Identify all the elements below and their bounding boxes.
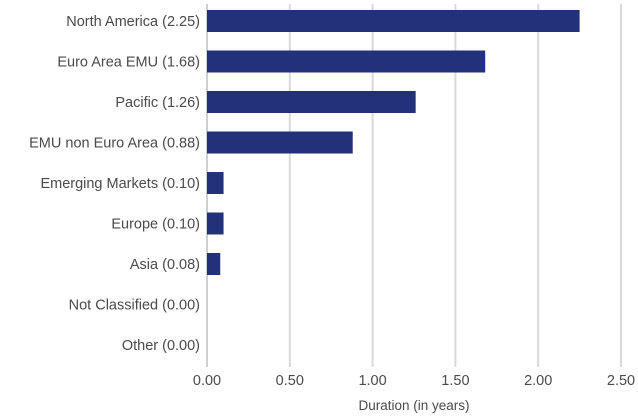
- bar-layer: [207, 10, 580, 275]
- category-label: Euro Area EMU (1.68): [57, 55, 200, 71]
- bar[interactable]: [207, 212, 224, 235]
- x-tick-label: 1.50: [441, 373, 469, 389]
- category-label-layer: North America (2.25) Euro Area EMU (1.68)…: [29, 14, 200, 354]
- category-label: Not Classified (0.00): [69, 298, 200, 314]
- category-label: EMU non Euro Area (0.88): [29, 136, 200, 152]
- bar[interactable]: [207, 91, 416, 113]
- x-tick-label: 1.00: [358, 373, 386, 389]
- x-tick-layer: 0.00 0.50 1.00 1.50 2.00 2.50: [193, 373, 635, 389]
- category-label: Pacific (1.26): [115, 95, 200, 111]
- bar[interactable]: [207, 172, 224, 194]
- x-tick-label: 0.50: [276, 373, 304, 389]
- category-label: Other (0.00): [122, 338, 200, 354]
- category-label: North America (2.25): [66, 14, 200, 30]
- category-label: Asia (0.08): [130, 257, 200, 273]
- bar[interactable]: [207, 50, 486, 73]
- x-tick-label: 2.50: [607, 373, 635, 389]
- bar[interactable]: [207, 131, 353, 154]
- x-axis-title: Duration (in years): [358, 398, 469, 413]
- bar[interactable]: [207, 253, 221, 275]
- x-tick-label: 0.00: [193, 373, 221, 389]
- category-label: Europe (0.10): [111, 217, 200, 233]
- bar[interactable]: [207, 10, 580, 32]
- category-label: Emerging Markets (0.10): [40, 176, 200, 192]
- x-tick-label: 2.00: [524, 373, 552, 389]
